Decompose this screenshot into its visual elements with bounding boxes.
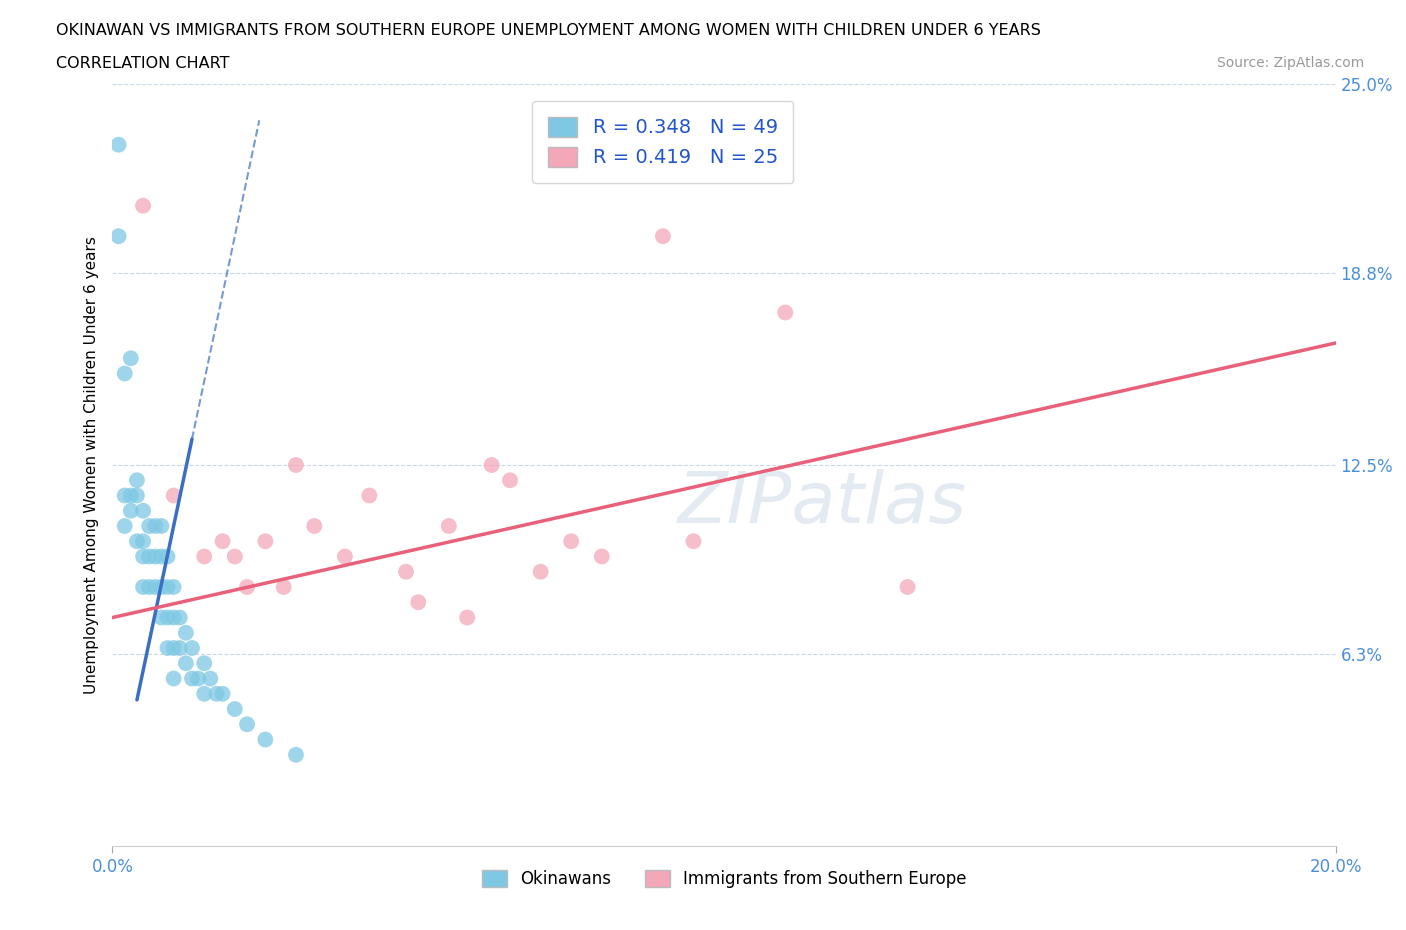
Point <box>333 549 356 564</box>
Point <box>205 686 228 701</box>
Point <box>114 488 136 503</box>
Point <box>156 641 179 656</box>
Point <box>163 671 186 686</box>
Point <box>174 656 197 671</box>
Point <box>224 701 246 716</box>
Point <box>143 549 166 564</box>
Point <box>132 534 155 549</box>
Point <box>395 565 418 579</box>
Point <box>138 549 160 564</box>
Point <box>456 610 478 625</box>
Point <box>193 656 215 671</box>
Point <box>591 549 613 564</box>
Point <box>897 579 920 594</box>
Point <box>236 579 259 594</box>
Point <box>304 519 326 534</box>
Point <box>284 748 308 763</box>
Y-axis label: Unemployment Among Women with Children Under 6 years: Unemployment Among Women with Children U… <box>83 236 98 694</box>
Point <box>132 198 155 213</box>
Text: OKINAWAN VS IMMIGRANTS FROM SOUTHERN EUROPE UNEMPLOYMENT AMONG WOMEN WITH CHILDR: OKINAWAN VS IMMIGRANTS FROM SOUTHERN EUR… <box>56 23 1040 38</box>
Point <box>150 579 173 594</box>
Point <box>174 625 197 640</box>
Point <box>193 549 215 564</box>
Point <box>114 519 136 534</box>
Point <box>114 366 136 381</box>
Point <box>132 503 155 518</box>
Point <box>273 579 295 594</box>
Point <box>211 686 233 701</box>
Point <box>169 610 191 625</box>
Point <box>125 488 148 503</box>
Point <box>181 641 204 656</box>
Point <box>169 641 191 656</box>
Point <box>181 671 204 686</box>
Point <box>150 549 173 564</box>
Point <box>125 534 148 549</box>
Point <box>143 579 166 594</box>
Point <box>156 579 179 594</box>
Point <box>132 579 155 594</box>
Text: CORRELATION CHART: CORRELATION CHART <box>56 56 229 71</box>
Point <box>107 138 129 153</box>
Point <box>560 534 582 549</box>
Point <box>163 579 186 594</box>
Point <box>254 732 277 747</box>
Point <box>775 305 797 320</box>
Point <box>437 519 460 534</box>
Point <box>408 595 430 610</box>
Point <box>156 610 179 625</box>
Point <box>143 519 166 534</box>
Point <box>481 458 503 472</box>
Point <box>193 686 215 701</box>
Point <box>499 472 522 487</box>
Point <box>359 488 381 503</box>
Point <box>163 610 186 625</box>
Point <box>200 671 222 686</box>
Point <box>120 503 142 518</box>
Legend: Okinawans, Immigrants from Southern Europe: Okinawans, Immigrants from Southern Euro… <box>475 864 973 896</box>
Point <box>125 472 148 487</box>
Point <box>156 549 179 564</box>
Point <box>163 488 186 503</box>
Point <box>150 519 173 534</box>
Point <box>138 519 160 534</box>
Point <box>120 351 142 365</box>
Text: ZIPatlas: ZIPatlas <box>678 469 966 538</box>
Point <box>138 579 160 594</box>
Point <box>284 458 308 472</box>
Point <box>107 229 129 244</box>
Point <box>150 610 173 625</box>
Point <box>120 488 142 503</box>
Point <box>211 534 233 549</box>
Point <box>530 565 553 579</box>
Point <box>224 549 246 564</box>
Point <box>187 671 209 686</box>
Text: Source: ZipAtlas.com: Source: ZipAtlas.com <box>1216 56 1364 70</box>
Point <box>163 641 186 656</box>
Point <box>132 549 155 564</box>
Point <box>652 229 675 244</box>
Point <box>236 717 259 732</box>
Point <box>682 534 704 549</box>
Point <box>254 534 277 549</box>
